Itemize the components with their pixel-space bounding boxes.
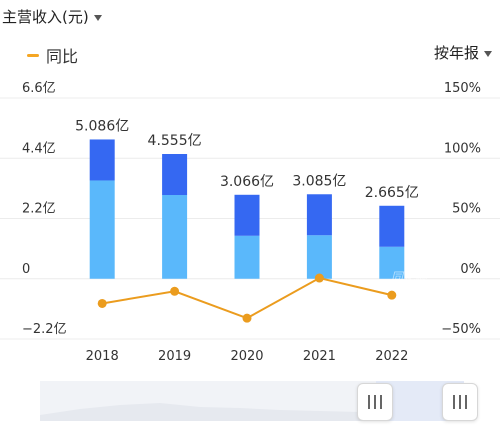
data-label: 4.555亿 xyxy=(148,133,202,149)
data-label: 5.086亿 xyxy=(75,118,129,134)
yoy-point xyxy=(170,286,180,296)
yoy-line xyxy=(102,276,393,320)
chart-title-selector[interactable]: 主营收入(元) xyxy=(2,6,102,27)
data-label: 2.665亿 xyxy=(365,185,419,201)
y-right-tick-label: 100% xyxy=(444,141,481,156)
y-left-tick-label: 4.4亿 xyxy=(22,141,56,156)
bar-top xyxy=(234,194,260,236)
period-selector[interactable]: 按年报 xyxy=(434,42,492,63)
bar-base xyxy=(379,246,405,279)
x-tick-label: 2020 xyxy=(230,349,263,364)
y-right-tick-label: 150% xyxy=(444,81,481,96)
yoy-point xyxy=(242,313,252,323)
legend-label: 同比 xyxy=(46,47,79,66)
chart-title: 主营收入(元) xyxy=(2,8,89,26)
chart-plot: 5.086亿 4.555亿 3.066亿 3.085亿 2.665亿 同花顺 6.6亿 4… xyxy=(0,81,500,364)
bar-top xyxy=(89,139,115,181)
bar-base xyxy=(306,235,332,279)
y-right-tick-label: 50% xyxy=(452,202,481,217)
zoom-handle-right[interactable] xyxy=(442,383,478,421)
y-right-tick-label: −50% xyxy=(441,322,481,337)
y-right-tick-label: 0% xyxy=(460,262,481,277)
chevron-down-icon xyxy=(93,14,102,21)
yoy-point xyxy=(314,273,324,283)
data-label: 3.066亿 xyxy=(220,174,274,190)
bar-top xyxy=(162,154,188,196)
x-tick-label: 2022 xyxy=(375,349,408,364)
bar-base xyxy=(234,235,260,279)
x-tick-label: 2019 xyxy=(158,349,191,364)
legend-swatch xyxy=(27,53,39,57)
zoom-handle-left[interactable] xyxy=(357,383,393,421)
bar-top xyxy=(306,194,332,236)
legend[interactable]: 同比 xyxy=(27,43,78,67)
y-left-tick-label: 0 xyxy=(22,262,30,277)
x-tick-label: 2021 xyxy=(303,349,336,364)
bar-base xyxy=(89,180,115,279)
period-selector-label: 按年报 xyxy=(433,44,479,62)
chevron-down-icon xyxy=(484,50,492,57)
x-tick-label: 2018 xyxy=(86,349,119,364)
bar-base xyxy=(162,195,188,279)
yoy-point xyxy=(97,298,107,308)
watermark: 同花顺 xyxy=(391,270,429,284)
yoy-point xyxy=(387,290,397,300)
data-label: 3.085亿 xyxy=(292,173,346,189)
y-left-tick-label: 2.2亿 xyxy=(22,202,56,217)
y-left-tick-label: −2.2亿 xyxy=(22,322,67,337)
bar-top xyxy=(379,205,405,247)
y-left-tick-label: 6.6亿 xyxy=(22,81,56,96)
